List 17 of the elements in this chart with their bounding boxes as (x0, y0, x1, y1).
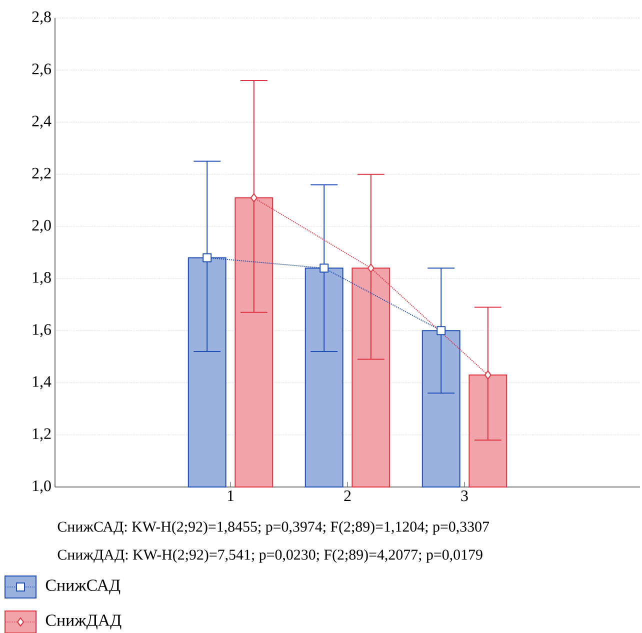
y-tick-label: 2,6 (32, 64, 52, 77)
y-tick-label: 1,2 (32, 428, 51, 442)
legend-label: СнижСАД (46, 580, 120, 594)
y-tick-label: 2,4 (32, 116, 52, 129)
legend-label: СнижДАД (46, 614, 122, 630)
y-tick-label: 2,0 (32, 220, 51, 233)
x-tick-label: 2 (344, 490, 351, 502)
x-tick-label: 1 (228, 490, 234, 502)
y-tick-label: 1,6 (32, 324, 52, 338)
y-tick-label: 1,0 (32, 480, 51, 494)
x-tick-label: 3 (461, 490, 468, 502)
text: СнижДАД: KW-H(2;92)=7,541; p=0,0230; F(2;89)=4,2077; p=0,0179 (58, 549, 482, 563)
y-tick-label: 1,4 (32, 376, 52, 390)
y-tick-label: 1,8 (32, 272, 51, 286)
text: СнижСАД: KW-H(2;92)=1,8455; p=0,3974; F(2;89)=1,1204; p=0,3307 (58, 521, 490, 535)
y-tick-label: 2,8 (32, 11, 51, 25)
y-tick-label: 2,2 (32, 168, 51, 181)
